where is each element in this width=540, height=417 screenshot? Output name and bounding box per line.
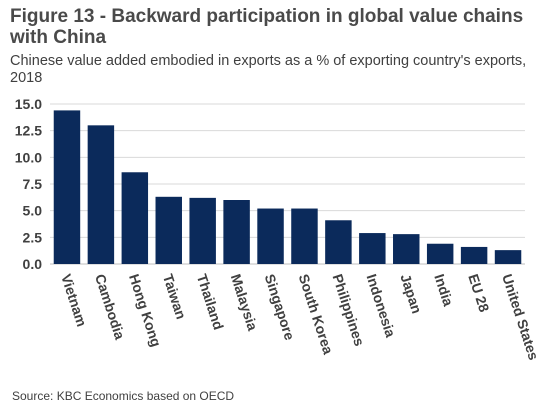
x-tick-label: South Korea bbox=[296, 272, 337, 356]
bar-eu-28 bbox=[460, 246, 488, 264]
chart-title: Figure 13 - Backward participation in gl… bbox=[10, 6, 524, 48]
y-tick-label: 5.0 bbox=[23, 203, 43, 219]
bar-taiwan bbox=[155, 196, 182, 264]
x-tick-label: Indonesia bbox=[363, 272, 398, 339]
bar-singapore bbox=[257, 208, 284, 264]
bar-hong-kong bbox=[121, 172, 149, 264]
x-tick-label: Thailand bbox=[194, 272, 227, 332]
source-note: Source: KBC Economics based on OECD bbox=[12, 389, 235, 403]
x-tick-label: Malaysia bbox=[228, 272, 261, 333]
bar-thailand bbox=[189, 197, 216, 264]
x-tick-label: Hong Kong bbox=[126, 272, 165, 349]
bar-south-korea bbox=[291, 208, 318, 264]
bar-indonesia bbox=[359, 233, 386, 264]
y-tick-label: 12.5 bbox=[15, 123, 42, 139]
bars bbox=[53, 110, 522, 265]
y-tick-label: 0.0 bbox=[23, 256, 43, 272]
x-tick-label: Taiwan bbox=[160, 272, 190, 321]
x-tick-label: Philippines bbox=[330, 272, 368, 348]
bar-malaysia bbox=[223, 200, 250, 264]
y-tick-label: 2.5 bbox=[23, 229, 43, 245]
x-tick-label: India bbox=[431, 272, 456, 308]
bar-philippines bbox=[325, 220, 352, 264]
y-axis-ticks: 0.0 2.5 5.0 7.5 10.0 12.5 15.0 bbox=[15, 96, 42, 272]
y-tick-label: 15.0 bbox=[15, 96, 42, 112]
x-tick-label: Cambodia bbox=[92, 272, 128, 342]
bar-japan bbox=[393, 234, 420, 264]
bar-cambodia bbox=[87, 125, 115, 264]
x-tick-label: EU 28 bbox=[465, 272, 492, 314]
bar-united-states bbox=[494, 250, 522, 264]
bar-india bbox=[426, 243, 454, 264]
y-tick-label: 7.5 bbox=[23, 176, 43, 192]
chart-subtitle: Chinese value added embodied in exports … bbox=[10, 53, 527, 86]
x-tick-label: United States bbox=[499, 272, 540, 362]
x-tick-label: Japan bbox=[397, 272, 425, 315]
y-tick-label: 10.0 bbox=[15, 149, 42, 165]
bar-vietnam bbox=[53, 110, 81, 265]
x-tick-label: Vietnam bbox=[58, 272, 90, 329]
x-tick-label: Singapore bbox=[262, 272, 298, 342]
grid-lines bbox=[50, 103, 525, 265]
